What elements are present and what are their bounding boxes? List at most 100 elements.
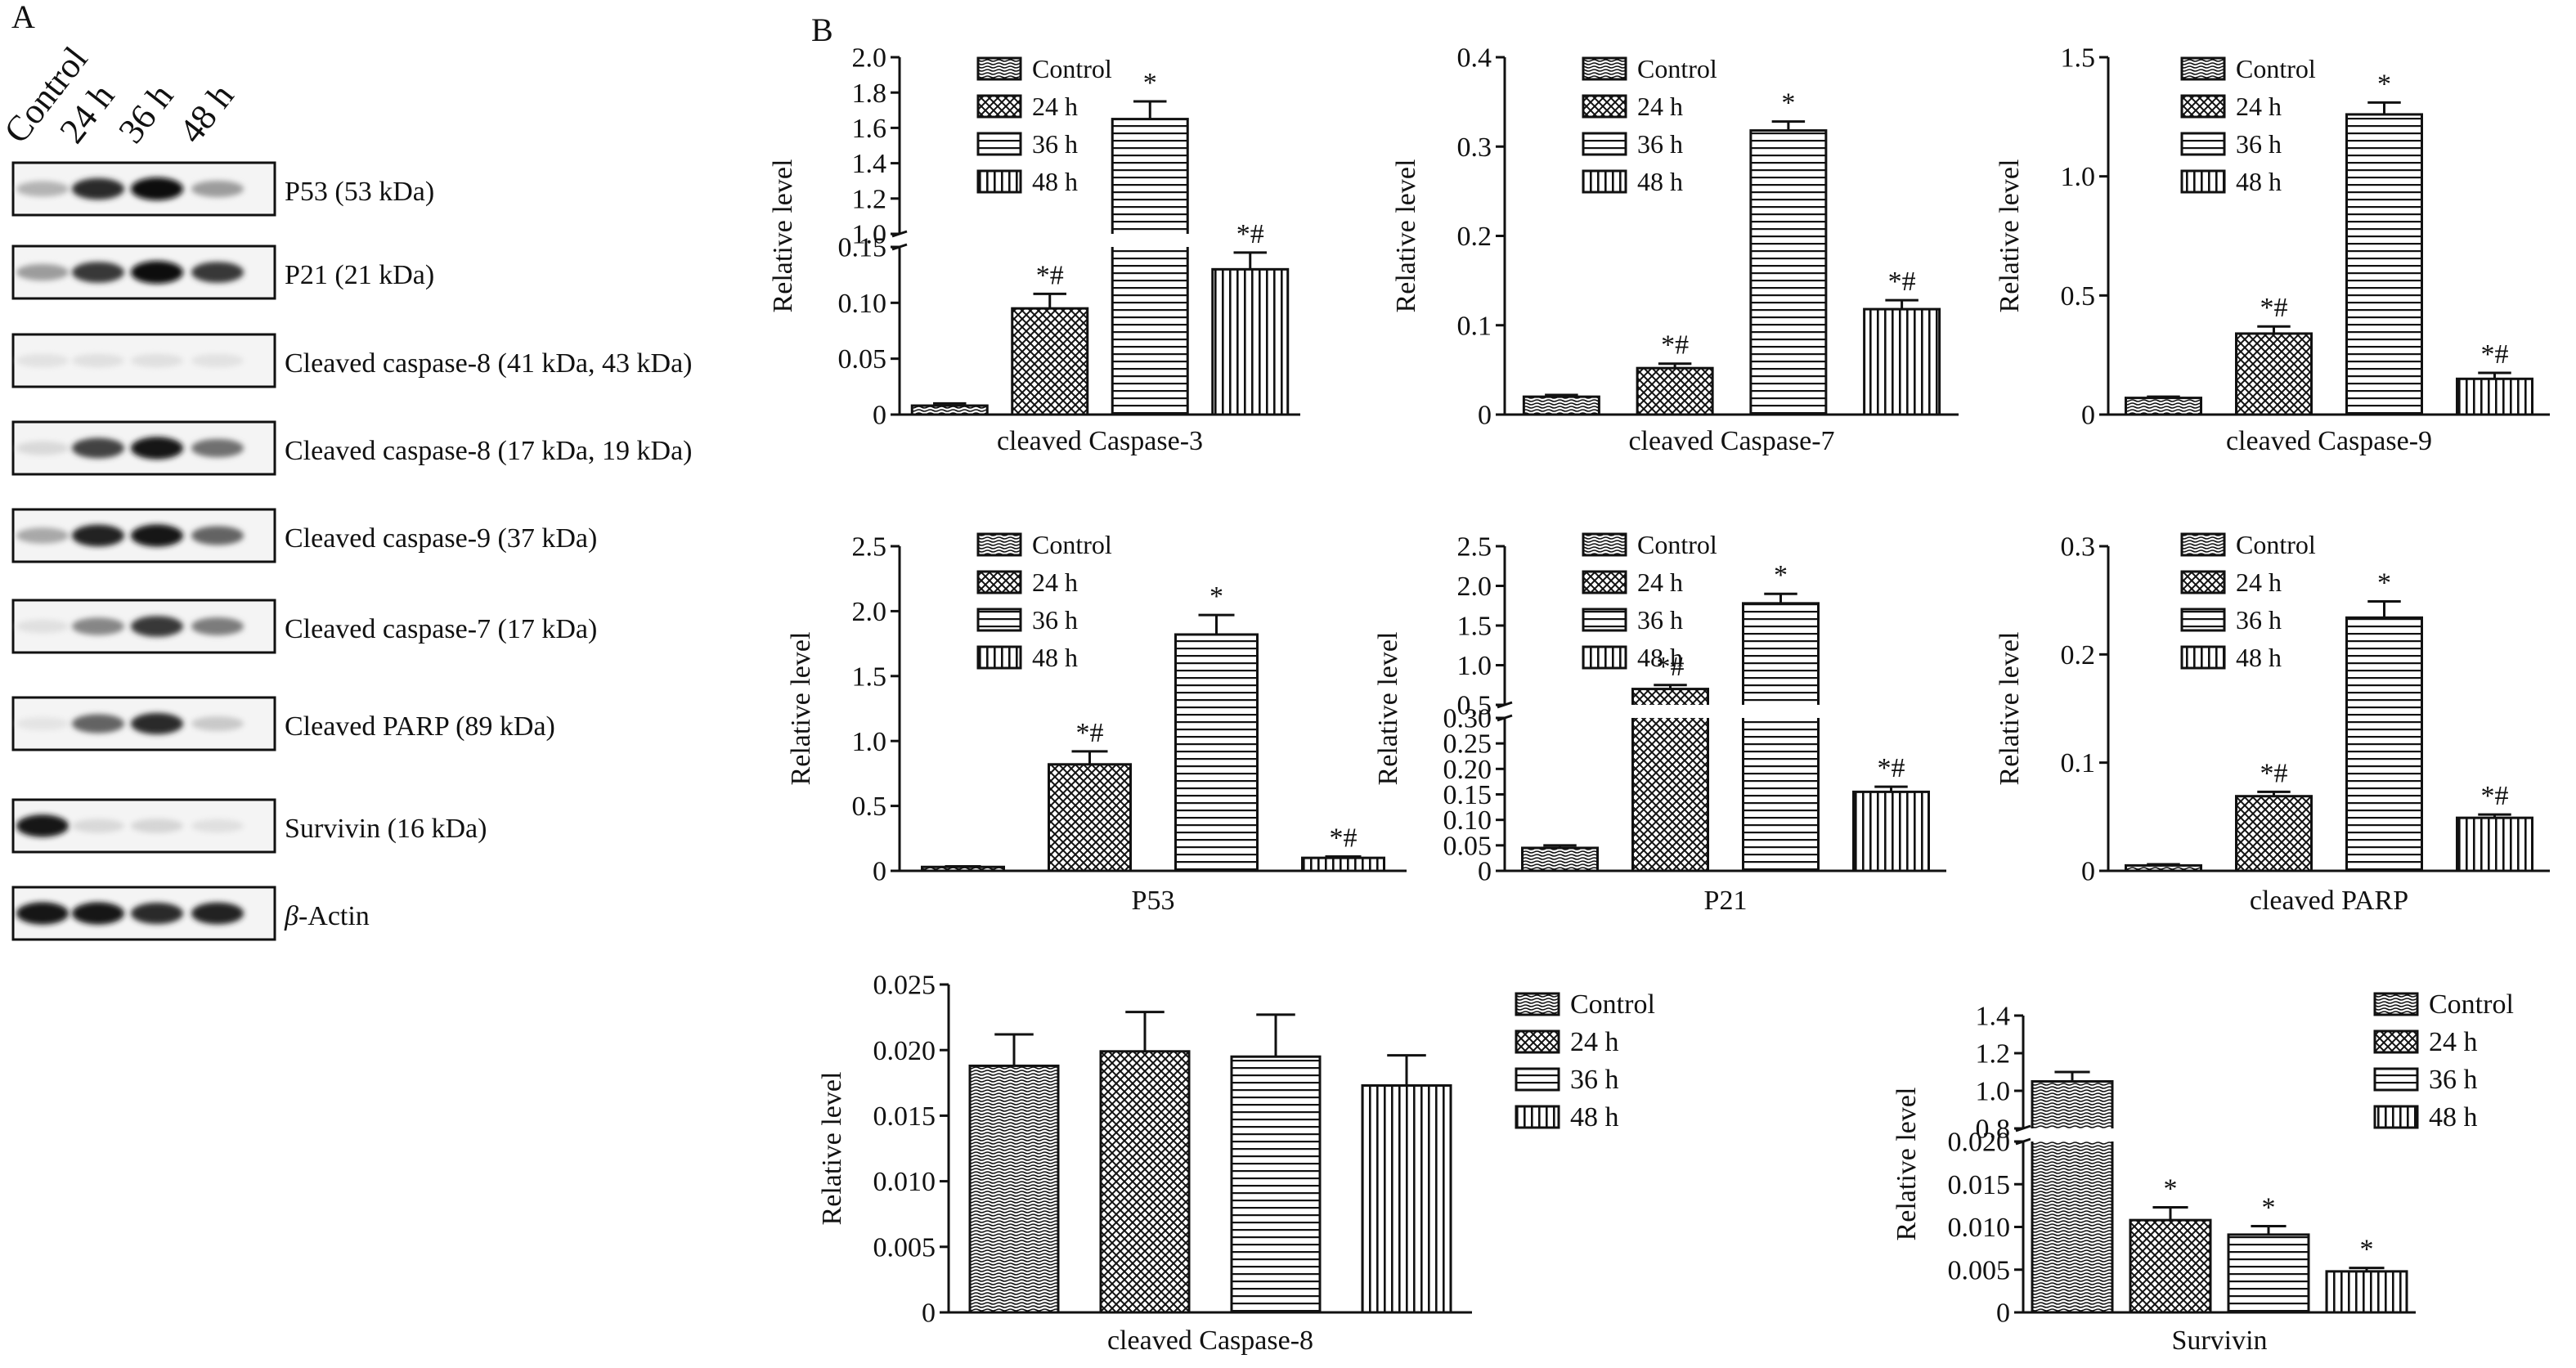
y-tick-label: 0.5	[2061, 281, 2096, 312]
bar-24h: *	[2129, 1173, 2212, 1314]
blot-band	[191, 617, 244, 635]
significance-label: *#	[2481, 781, 2509, 811]
y-tick-label: 2.5	[852, 532, 887, 563]
y-tick-label: 0.05	[838, 344, 887, 375]
bar-charts-panel: 00.050.100.151.01.21.41.61.82.0*#**#clea…	[768, 43, 2550, 1356]
bar-rect	[921, 865, 1005, 872]
blot-band	[16, 263, 69, 281]
blot-band	[131, 616, 183, 637]
bar-48h: *#	[1211, 219, 1290, 416]
legend: Control 24 h 36 h 48 h	[1582, 530, 1717, 672]
bar-rect	[1011, 307, 1089, 416]
bar-rect	[2125, 863, 2202, 872]
y-tick-label: 0.1	[1457, 311, 1492, 341]
legend-label: 48 h	[1032, 167, 1078, 196]
bar-control	[1522, 393, 1600, 416]
y-axis-label: Relative level	[817, 1072, 847, 1226]
legend-label: Control	[1637, 530, 1717, 559]
bar-48h: *#	[1301, 823, 1385, 872]
bar-break-gap	[1741, 705, 1820, 718]
bar-control	[2031, 1070, 2114, 1314]
significance-label: *	[2377, 69, 2391, 99]
legend: Control 24 h 36 h 48 h	[2180, 530, 2316, 672]
legend-label: 48 h	[1637, 167, 1683, 196]
y-tick-label: 0.15	[838, 233, 887, 263]
blot-label-text: Cleaved PARP (89 kDa)	[285, 711, 555, 742]
legend-label: 36 h	[1637, 129, 1683, 159]
bar-36h: *	[2227, 1192, 2310, 1314]
legend-label: 48 h	[1032, 643, 1078, 672]
blot-band	[191, 902, 244, 925]
y-tick-label: 2.0	[852, 597, 887, 627]
blot-band	[131, 437, 183, 460]
bar-rect	[1521, 846, 1599, 872]
bar-break-gap	[1111, 234, 1190, 247]
blot-row-1: P21 (21 kDa)	[11, 244, 434, 300]
legend-swatch	[2180, 532, 2226, 557]
y-tick-label: 0.005	[1948, 1255, 2011, 1285]
bar-36h	[1230, 1013, 1322, 1314]
legend-swatch	[976, 570, 1022, 594]
y-axis-label: Relative level	[1995, 159, 2025, 313]
x-axis-label: cleaved Caspase-7	[1628, 426, 1834, 456]
blot-band	[72, 617, 124, 635]
blot-band	[191, 353, 244, 368]
legend-label: 36 h	[1570, 1065, 1619, 1095]
legend-label: 24 h	[1637, 567, 1683, 597]
bar-rect	[1111, 118, 1189, 416]
y-tick-label: 1.0	[852, 727, 887, 757]
legend-swatch	[1582, 570, 1627, 594]
legend-label: Control	[2236, 54, 2316, 83]
legend: Control 24 h 36 h 48 h	[1582, 54, 1717, 196]
y-tick-label: 1.0	[1457, 651, 1492, 681]
panel-label-a: A	[11, 0, 35, 35]
legend-swatch	[976, 608, 1022, 632]
bar-rect	[2125, 397, 2202, 416]
legend-swatch	[1515, 1105, 1560, 1129]
bar-rect	[2227, 1233, 2310, 1314]
x-axis-label: P53	[1132, 886, 1175, 916]
legend-swatch	[2180, 169, 2226, 194]
bar-rect	[1230, 1055, 1322, 1314]
blot-band	[131, 712, 183, 735]
y-axis-label: Relative level	[786, 632, 816, 786]
y-tick-label: 0.8	[1976, 1115, 2011, 1145]
y-tick-label: 0	[2081, 857, 2095, 887]
blot-label-text: Cleaved caspase-8 (41 kDa, 43 kDa)	[285, 348, 692, 379]
legend-label: 24 h	[2236, 92, 2282, 121]
blot-band	[191, 438, 244, 458]
legend-swatch	[1515, 1067, 1560, 1092]
x-axis-label: Survivin	[2171, 1325, 2267, 1356]
y-tick-label: 1.0	[2061, 162, 2096, 192]
significance-label: *	[2262, 1192, 2276, 1222]
legend-label: 36 h	[1032, 605, 1078, 635]
blot-row-label: β-Actin	[284, 901, 370, 931]
bar-36h: *	[2345, 567, 2423, 872]
y-tick-label: 0.025	[873, 971, 936, 1001]
legend-swatch	[2180, 94, 2226, 119]
blot-band	[72, 524, 124, 547]
blot-row-4: Cleaved caspase-9 (37 kDa)	[11, 508, 597, 563]
blot-label-text: Cleaved caspase-9 (37 kDa)	[285, 523, 597, 554]
y-axis-label: Relative level	[768, 159, 798, 313]
significance-label: *#	[1661, 330, 1689, 361]
legend-label: 48 h	[2236, 167, 2282, 196]
significance-label: *#	[1878, 753, 1905, 783]
legend-label: 24 h	[2236, 567, 2282, 597]
legend-swatch	[976, 532, 1022, 557]
y-tick-label: 0.15	[1443, 780, 1492, 810]
y-tick-label: 0.10	[838, 289, 887, 319]
legend-swatch	[1582, 645, 1627, 670]
legend-swatch	[1582, 56, 1627, 81]
significance-label: *#	[1076, 718, 1104, 748]
bar-48h: *	[2325, 1235, 2408, 1314]
y-tick-label: 0	[873, 401, 886, 431]
legend-swatch	[1515, 992, 1560, 1016]
blot-row-6: Cleaved PARP (89 kDa)	[11, 696, 555, 751]
legend-swatch	[976, 645, 1022, 670]
bar-rect	[1301, 856, 1385, 872]
bar-rect	[968, 1064, 1060, 1314]
blot-band	[16, 353, 69, 368]
